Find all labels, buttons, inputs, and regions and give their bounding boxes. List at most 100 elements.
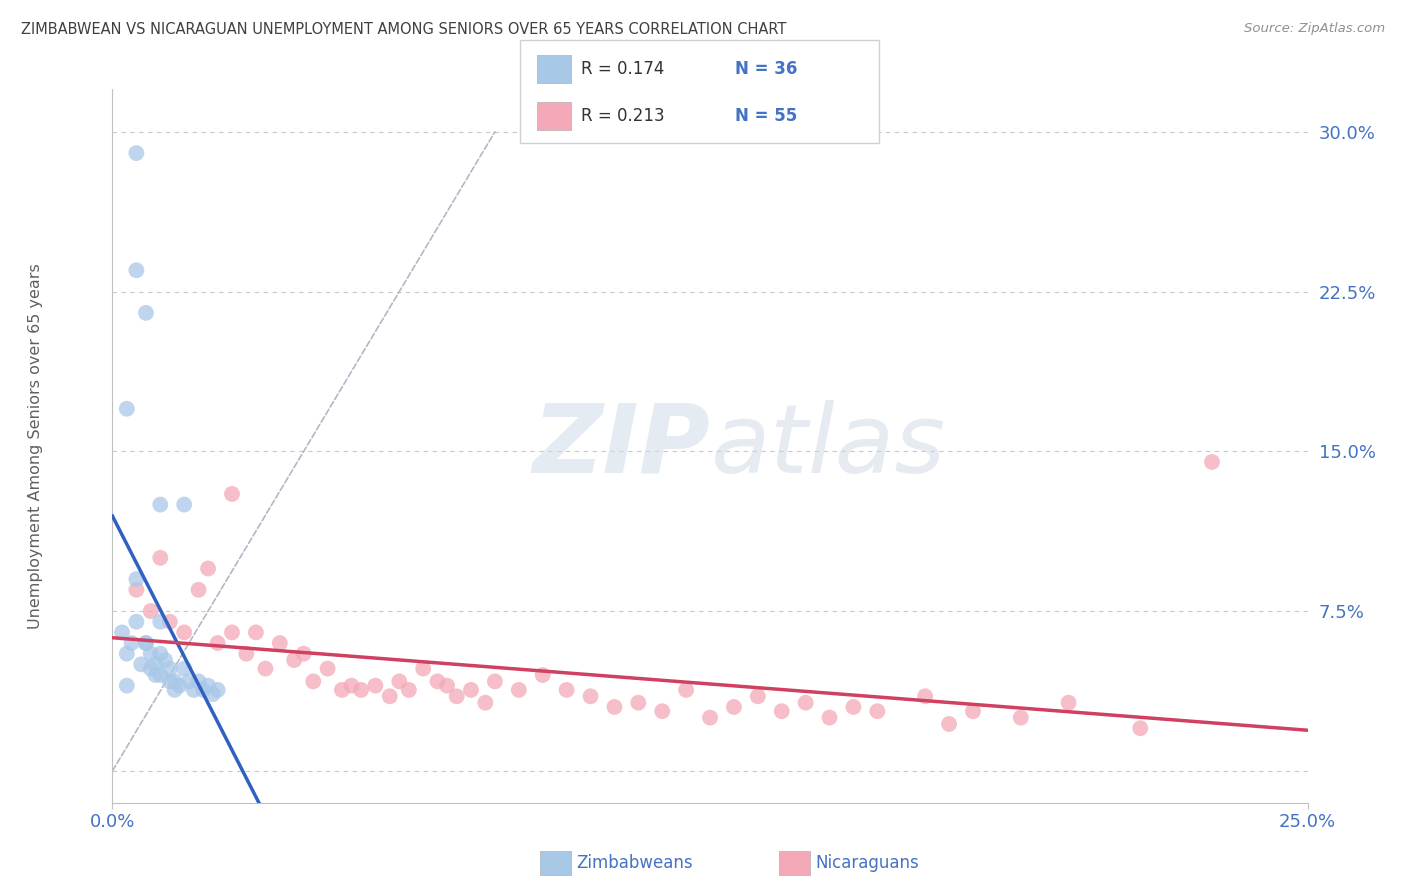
Point (1057, 696, 1080, 710)
Point (159, 674, 181, 689)
Point (149, 615, 172, 629)
Point (579, 690, 602, 704)
Point (139, 662, 162, 676)
Point (173, 625, 195, 640)
Point (388, 674, 411, 689)
Point (723, 700, 745, 714)
Point (149, 668, 172, 682)
Point (149, 550, 172, 565)
Point (460, 682, 482, 697)
Point (699, 710, 721, 724)
Point (1201, 455, 1223, 469)
Point (207, 682, 229, 697)
Point (770, 704, 793, 718)
Text: N = 36: N = 36 (735, 60, 797, 78)
Point (269, 636, 291, 650)
Point (145, 657, 167, 672)
Point (163, 674, 186, 689)
Point (135, 636, 157, 650)
Point (603, 700, 626, 714)
Point (125, 263, 148, 277)
Text: ZIP: ZIP (531, 400, 710, 492)
Point (121, 636, 143, 650)
Point (125, 146, 148, 161)
Point (938, 717, 960, 731)
Point (125, 572, 148, 586)
Point (145, 668, 167, 682)
Point (221, 625, 243, 640)
Point (115, 679, 138, 693)
Point (675, 682, 697, 697)
Point (508, 682, 530, 697)
Point (627, 696, 650, 710)
Point (149, 647, 172, 661)
Text: Unemployment Among Seniors over 65 years: Unemployment Among Seniors over 65 years (28, 263, 42, 629)
Point (111, 625, 134, 640)
Point (436, 679, 458, 693)
Point (555, 682, 578, 697)
Point (962, 704, 984, 718)
Point (1129, 721, 1152, 735)
Point (474, 696, 496, 710)
Point (412, 662, 434, 676)
Point (378, 690, 401, 704)
Point (125, 615, 148, 629)
Point (115, 647, 138, 661)
Text: R = 0.174: R = 0.174 (581, 60, 664, 78)
Text: N = 55: N = 55 (735, 107, 797, 125)
Point (531, 668, 554, 682)
Point (187, 674, 209, 689)
Point (135, 306, 157, 320)
Point (125, 582, 148, 597)
Point (794, 696, 817, 710)
Point (330, 682, 353, 697)
Text: ZIMBABWEAN VS NICARAGUAN UNEMPLOYMENT AMONG SENIORS OVER 65 YEARS CORRELATION CH: ZIMBABWEAN VS NICARAGUAN UNEMPLOYMENT AM… (21, 22, 786, 37)
Point (115, 401, 138, 416)
Point (484, 674, 506, 689)
Point (173, 662, 195, 676)
Point (235, 647, 257, 661)
Point (426, 674, 449, 689)
Point (187, 582, 209, 597)
Point (866, 704, 889, 718)
Point (842, 700, 865, 714)
Point (245, 625, 267, 640)
Point (135, 636, 157, 650)
Point (139, 604, 162, 618)
Text: Zimbabweans: Zimbabweans (576, 855, 693, 872)
Text: Source: ZipAtlas.com: Source: ZipAtlas.com (1244, 22, 1385, 36)
Point (221, 487, 243, 501)
Point (283, 653, 305, 667)
Point (183, 682, 205, 697)
Point (254, 662, 277, 676)
Point (207, 636, 229, 650)
Point (193, 682, 215, 697)
Point (197, 561, 219, 575)
Point (398, 682, 420, 697)
Point (316, 662, 339, 676)
Point (747, 690, 769, 704)
Point (159, 615, 181, 629)
Point (177, 674, 200, 689)
Point (340, 679, 363, 693)
Point (163, 682, 186, 697)
Point (169, 679, 191, 693)
Point (651, 704, 673, 718)
Point (364, 679, 387, 693)
Point (446, 690, 468, 704)
Text: Nicaraguans: Nicaraguans (815, 855, 920, 872)
Point (197, 679, 219, 693)
Point (914, 690, 936, 704)
Point (818, 710, 841, 724)
Point (153, 653, 176, 667)
Point (173, 498, 195, 512)
Point (292, 647, 315, 661)
Point (159, 662, 181, 676)
Point (129, 657, 152, 672)
Point (350, 682, 373, 697)
Point (149, 498, 172, 512)
Text: R = 0.213: R = 0.213 (581, 107, 664, 125)
Point (1010, 710, 1032, 724)
Point (139, 647, 162, 661)
Point (302, 674, 325, 689)
